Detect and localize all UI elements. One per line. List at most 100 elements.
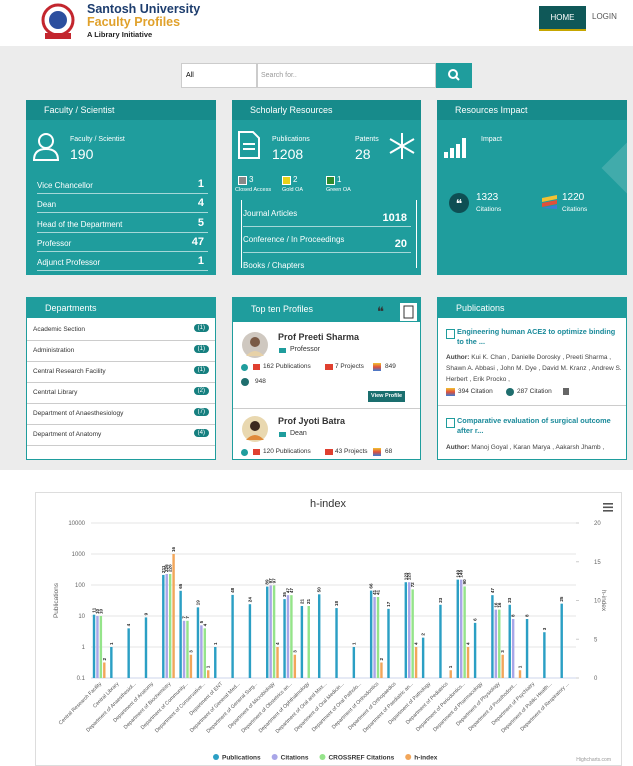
search-button[interactable] [436,63,472,88]
legend-swatch [271,754,278,760]
author-list: Manoj Goyal , Karan Marya , Aakarsh Jham… [471,444,605,451]
dept-name[interactable]: Centrtal Library [33,389,78,396]
data-label: 1 [518,665,523,668]
y-tick-label: 100 [75,583,86,589]
pub-icon [253,364,260,370]
quote-icon [506,388,514,396]
bar [439,604,442,678]
row-label: Books / Chapters [243,261,305,270]
department-row[interactable]: Department of Anatomy (4) [27,424,215,446]
profile-projects: 7 Projects [335,363,364,370]
profile-projects: 43 Projects [335,448,368,455]
bar [525,619,529,678]
bar [203,628,207,678]
panel-header: Resources Impact [437,100,627,120]
data-label: 16 [497,602,502,608]
faculty-row: Vice Chancellor 1 [37,174,208,194]
bar [380,662,383,678]
dept-name[interactable]: Department of Anatomy [33,431,102,438]
row-value: 1 [197,255,204,267]
bar [501,654,504,678]
access-label: Gold OA [282,187,304,193]
bar [511,619,515,678]
data-label: 7 [185,616,190,619]
data-label: 17 [386,601,391,607]
role-icon [279,348,286,353]
bar [352,647,356,678]
view-profile-button[interactable]: View Profile [368,391,406,402]
publication-title[interactable]: Engineering human ACE2 to optimize bindi… [457,327,616,346]
legend-item[interactable]: Citations [271,754,309,762]
resource-list [241,200,417,268]
department-row[interactable]: Academic Section (1) [27,319,215,341]
bar [411,589,414,678]
department-row[interactable]: Department of Anaesthesiology (7) [27,403,215,425]
data-label: 89 [265,579,270,585]
patents-count: 28 [355,146,371,162]
data-label: 7 [182,616,187,619]
home-label[interactable]: HOME [550,13,575,22]
impact-caption: Citations [476,206,502,213]
data-label: 24 [247,597,252,603]
login-link[interactable]: LOGIN [592,12,617,21]
panel-header: Top ten Profiles [233,298,420,322]
gold-swatch [282,176,291,185]
chart-title: h-index [310,498,347,510]
legend-item[interactable]: CROSSREF Citations [319,754,395,762]
panel-title: Resources Impact [455,105,528,115]
legend-item[interactable]: Publications [213,754,261,762]
bar [248,604,252,678]
search-input[interactable]: Search for.. [257,63,436,88]
credit: Highcharts.com [576,757,611,763]
data-label: 226 [168,564,173,572]
profile-name[interactable]: Prof Jyoti Batra [278,416,346,426]
bar [162,574,165,678]
legend-item[interactable]: h-index [405,754,438,762]
bar [518,670,522,678]
dept-name[interactable]: Administration [33,347,75,354]
bar [179,590,182,678]
data-label: 1 [109,642,114,645]
y2-axis-title: h-index [600,590,607,612]
faculty-row: Professor 47 [37,232,208,252]
access-value: 3 [249,175,254,184]
bar [293,654,297,678]
dept-name[interactable]: Academic Section [33,326,86,333]
data-label: 3 [188,650,193,653]
row-value: 5 [197,217,204,229]
document-icon [238,131,260,159]
bar [369,590,373,678]
department-row[interactable]: Centrtal Library (2) [27,382,215,404]
bar [560,603,563,678]
data-label: 41 [372,589,377,595]
data-label: 3 [542,627,547,630]
publication-title[interactable]: Comparative evaluation of surgical outco… [457,416,611,435]
bar [103,662,106,678]
dept-count: (1) [193,366,209,374]
data-label: 4 [414,642,419,645]
bar [172,554,175,678]
chart-section [0,470,633,766]
row-label: Adjunct Professor [37,258,101,267]
row-value: 1018 [382,212,407,224]
dept-name[interactable]: Department of Anaesthesiology [33,410,124,417]
menu-icon[interactable] [603,503,613,512]
header-bar [0,0,633,46]
dept-count: (1) [193,345,209,353]
data-label: 149 [459,570,464,578]
profiles-panel: Top ten Profiles ❝ Prof Preeti Sharma Pr… [232,297,421,460]
home-button[interactable]: HOME [539,6,586,31]
header-icons[interactable]: ❝ [375,303,419,321]
publication-authors: Author: Kui K. Chan , Danielle Dorosky ,… [446,352,622,385]
profile-name[interactable]: Prof Preeti Sharma [278,332,360,342]
publication-crossref: 394 Citation [458,388,493,395]
data-label: 10 [95,608,100,614]
faculty-icon [32,133,60,161]
department-row[interactable]: Central Research Facility (1) [27,361,215,383]
data-label: 90 [462,579,467,585]
logo [41,3,75,39]
dept-name[interactable]: Central Research Facility [33,368,106,375]
search-select[interactable]: All [181,63,257,88]
department-row[interactable]: Administration (1) [27,340,215,362]
data-label: 4 [466,642,471,645]
